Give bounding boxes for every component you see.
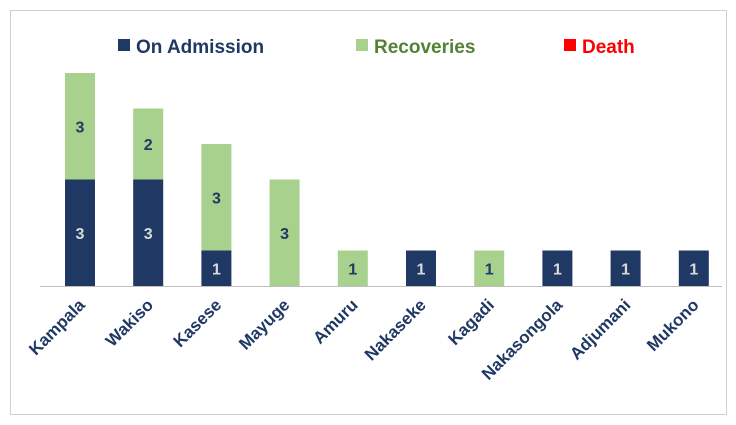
data-label-on-admission-mukono: 1 — [689, 261, 698, 278]
data-label-on-admission-nakaseke: 1 — [417, 261, 426, 278]
legend-label-death: Death — [582, 37, 635, 58]
bar-on-admission-nakaseke — [406, 250, 436, 286]
bar-on-admission-wakiso — [133, 179, 164, 286]
category-label-mukono: Mukono — [643, 295, 703, 355]
category-label-wakiso: Wakiso — [102, 295, 157, 350]
bar-on-admission-nakasongola — [542, 250, 573, 286]
legend-swatch-recoveries — [356, 39, 368, 51]
legend-swatch-on-admission — [118, 39, 130, 51]
data-label-on-admission-kampala: 3 — [76, 226, 85, 243]
chart-frame — [10, 10, 727, 415]
bars-group: 3 3 3 2 1 3 3 1 1 1 1 1 1 — [65, 73, 709, 286]
data-label-recoveries-amuru: 1 — [348, 261, 357, 278]
category-label-nakaseke: Nakaseke — [361, 295, 430, 364]
bar-recoveries-mayuge — [269, 179, 300, 286]
category-labels: Kampala Wakiso Kasese Mayuge Amuru Nakaseke Ka… — [25, 295, 702, 384]
category-label-amuru: Amuru — [309, 295, 361, 347]
data-label-on-admission-kasese: 1 — [212, 261, 221, 278]
data-label-recoveries-wakiso: 2 — [144, 137, 153, 154]
bar-recoveries-wakiso — [133, 108, 164, 180]
category-label-kagadi: Kagadi — [445, 295, 499, 349]
category-label-kampala: Kampala — [25, 295, 89, 359]
data-label-on-admission-nakasongola: 1 — [553, 261, 562, 278]
data-label-recoveries-kasese: 3 — [212, 190, 221, 207]
bar-on-admission-kampala — [65, 179, 95, 286]
legend: On Admission Recoveries Death — [118, 37, 635, 58]
bar-on-admission-mukono — [678, 250, 709, 286]
data-label-recoveries-kampala: 3 — [76, 119, 85, 136]
bar-on-admission-adjumani — [610, 250, 641, 286]
bar-on-admission-kasese — [201, 250, 232, 286]
bar-recoveries-amuru — [337, 250, 368, 286]
data-label-recoveries-mayuge: 3 — [280, 226, 289, 243]
legend-label-recoveries: Recoveries — [374, 37, 475, 58]
bar-recoveries-kagadi — [474, 250, 505, 286]
category-label-mayuge: Mayuge — [235, 295, 293, 353]
category-label-kasese: Kasese — [170, 295, 226, 351]
legend-label-on-admission: On Admission — [136, 37, 264, 58]
data-label-recoveries-kagadi: 1 — [485, 261, 494, 278]
legend-swatch-death — [564, 39, 576, 51]
bar-recoveries-kampala — [65, 73, 95, 180]
bar-recoveries-kasese — [201, 144, 232, 251]
category-label-adjumani: Adjumani — [566, 295, 634, 363]
data-label-on-admission-adjumani: 1 — [621, 261, 630, 278]
data-label-on-admission-wakiso: 3 — [144, 226, 153, 243]
